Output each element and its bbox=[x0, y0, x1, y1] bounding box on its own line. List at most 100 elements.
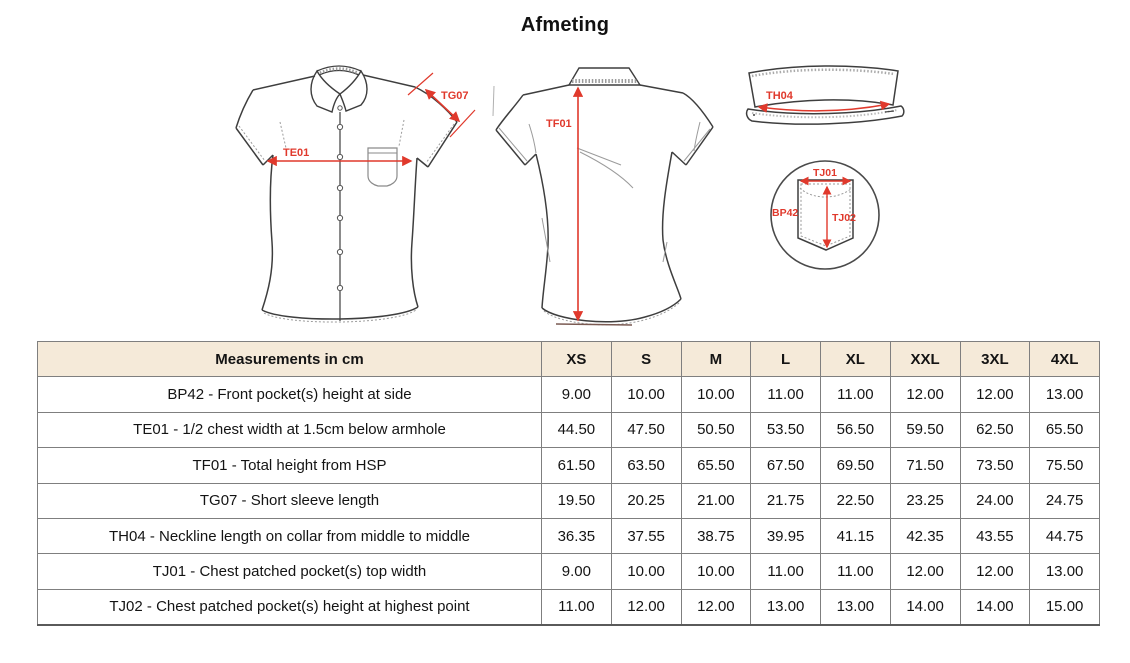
table-cell: 11.00 bbox=[750, 553, 821, 590]
back-body-outline bbox=[495, 84, 714, 323]
table-cell: 50.50 bbox=[680, 411, 752, 449]
measurement-label: TG07 - Short sleeve length bbox=[37, 482, 542, 519]
table-cell: 10.00 bbox=[610, 553, 682, 590]
table-cell: 43.55 bbox=[959, 517, 1031, 555]
table-cell: 9.00 bbox=[541, 376, 612, 413]
table-cell: 21.75 bbox=[750, 482, 821, 519]
table-cell: 9.00 bbox=[541, 553, 612, 590]
table-cell: 44.50 bbox=[541, 411, 612, 449]
measure-label-th04: TH04 bbox=[766, 90, 794, 102]
table-cell: 65.50 bbox=[680, 447, 752, 484]
measure-arrow-tg07 bbox=[424, 88, 461, 123]
table-row: TH04 - Neckline length on collar from mi… bbox=[37, 517, 1100, 555]
table-cell: 65.50 bbox=[1029, 411, 1100, 449]
table-cell: 36.35 bbox=[541, 517, 612, 555]
measurement-label: BP42 - Front pocket(s) height at side bbox=[37, 376, 542, 413]
measurement-label: TE01 - 1/2 chest width at 1.5cm below ar… bbox=[37, 411, 542, 449]
table-header-row: Measurements in cm XS S M L XL XXL 3XL 4… bbox=[37, 340, 1100, 378]
front-body-outline bbox=[235, 74, 458, 320]
table-cell: 56.50 bbox=[820, 411, 891, 449]
table-row: TF01 - Total height from HSP 61.50 63.50… bbox=[37, 447, 1100, 484]
table-cell: 13.00 bbox=[820, 588, 891, 627]
table-cell: 23.25 bbox=[889, 482, 961, 519]
table-cell: 19.50 bbox=[541, 482, 612, 519]
table-cell: 37.55 bbox=[610, 517, 682, 555]
measurement-label: TJ02 - Chest patched pocket(s) height at… bbox=[37, 588, 542, 627]
column-header-size: 3XL bbox=[959, 340, 1031, 378]
table-cell: 13.00 bbox=[1029, 376, 1100, 413]
table-cell: 11.00 bbox=[750, 376, 821, 413]
table-cell: 14.00 bbox=[959, 588, 1031, 627]
table-cell: 13.00 bbox=[1029, 553, 1100, 590]
table-cell: 21.00 bbox=[680, 482, 752, 519]
collar-band bbox=[745, 105, 905, 125]
table-cell: 13.00 bbox=[750, 588, 821, 627]
table-cell: 73.50 bbox=[959, 447, 1031, 484]
column-header-measurements: Measurements in cm bbox=[37, 340, 542, 378]
back-details bbox=[498, 121, 711, 263]
front-collar bbox=[310, 69, 368, 113]
table-cell: 69.50 bbox=[820, 447, 891, 484]
measure-label-tg07: TG07 bbox=[441, 90, 469, 102]
table-cell: 67.50 bbox=[750, 447, 821, 484]
shirt-diagrams: TE01 TG07 TF01 bbox=[235, 65, 905, 326]
table-cell: 11.00 bbox=[820, 553, 891, 590]
column-header-size: XL bbox=[820, 340, 891, 378]
column-header-size: 4XL bbox=[1029, 340, 1100, 378]
table-cell: 12.00 bbox=[959, 553, 1031, 590]
table-cell: 38.75 bbox=[680, 517, 752, 555]
table-cell: 10.00 bbox=[680, 376, 752, 413]
table-cell: 47.50 bbox=[610, 411, 682, 449]
table-row: TJ02 - Chest patched pocket(s) height at… bbox=[37, 588, 1100, 627]
table-cell: 15.00 bbox=[1029, 588, 1100, 627]
measurement-label: TJ01 - Chest patched pocket(s) top width bbox=[37, 553, 542, 590]
front-chest-pocket bbox=[367, 147, 398, 187]
table-cell: 12.00 bbox=[610, 588, 682, 627]
measurement-label: TF01 - Total height from HSP bbox=[37, 447, 542, 484]
table-cell: 41.15 bbox=[820, 517, 891, 555]
table-cell: 10.00 bbox=[610, 376, 682, 413]
pocket-detail-drawing: TJ01 TJ02 BP42 bbox=[770, 160, 880, 270]
table-cell: 39.95 bbox=[750, 517, 821, 555]
table-cell: 59.50 bbox=[889, 411, 961, 449]
table-cell: 11.00 bbox=[541, 588, 612, 627]
table-cell: 20.25 bbox=[610, 482, 682, 519]
measurement-label: TH04 - Neckline length on collar from mi… bbox=[37, 517, 542, 555]
table-row: TG07 - Short sleeve length 19.50 20.25 2… bbox=[37, 482, 1100, 519]
measure-arrow-th04 bbox=[757, 100, 891, 113]
table-cell: 62.50 bbox=[959, 411, 1031, 449]
front-details bbox=[238, 119, 455, 323]
measure-label-tj01: TJ01 bbox=[813, 167, 837, 179]
table-row: BP42 - Front pocket(s) height at side 9.… bbox=[37, 376, 1100, 413]
table-cell: 75.50 bbox=[1029, 447, 1100, 484]
measure-label-tf01: TF01 bbox=[546, 118, 572, 130]
table-cell: 12.00 bbox=[889, 553, 961, 590]
table-cell: 53.50 bbox=[750, 411, 821, 449]
column-header-size: L bbox=[750, 340, 821, 378]
column-header-size: XXL bbox=[889, 340, 961, 378]
table-cell: 22.50 bbox=[820, 482, 891, 519]
column-header-size: XS bbox=[541, 340, 612, 378]
table-cell: 63.50 bbox=[610, 447, 682, 484]
table-cell: 24.75 bbox=[1029, 482, 1100, 519]
measurements-table: Measurements in cm XS S M L XL XXL 3XL 4… bbox=[37, 340, 1100, 627]
measure-label-tj02: TJ02 bbox=[832, 212, 856, 224]
table-cell: 42.35 bbox=[889, 517, 961, 555]
column-header-size: M bbox=[680, 340, 752, 378]
table-cell: 61.50 bbox=[541, 447, 612, 484]
front-view-drawing: TE01 TG07 bbox=[235, 65, 495, 323]
table-cell: 12.00 bbox=[680, 588, 752, 627]
table-row: TE01 - 1/2 chest width at 1.5cm below ar… bbox=[37, 411, 1100, 449]
table-row: TJ01 - Chest patched pocket(s) top width… bbox=[37, 553, 1100, 590]
table-cell: 10.00 bbox=[680, 553, 752, 590]
table-cell: 11.00 bbox=[820, 376, 891, 413]
table-cell: 44.75 bbox=[1029, 517, 1100, 555]
table-cell: 24.00 bbox=[959, 482, 1031, 519]
back-view-drawing: TF01 bbox=[495, 67, 714, 326]
column-header-size: S bbox=[610, 340, 682, 378]
collar-detail-drawing: TH04 bbox=[745, 65, 905, 125]
page-title: Afmeting bbox=[520, 14, 610, 36]
measure-label-bp42: BP42 bbox=[772, 207, 798, 219]
table-cell: 14.00 bbox=[889, 588, 961, 627]
